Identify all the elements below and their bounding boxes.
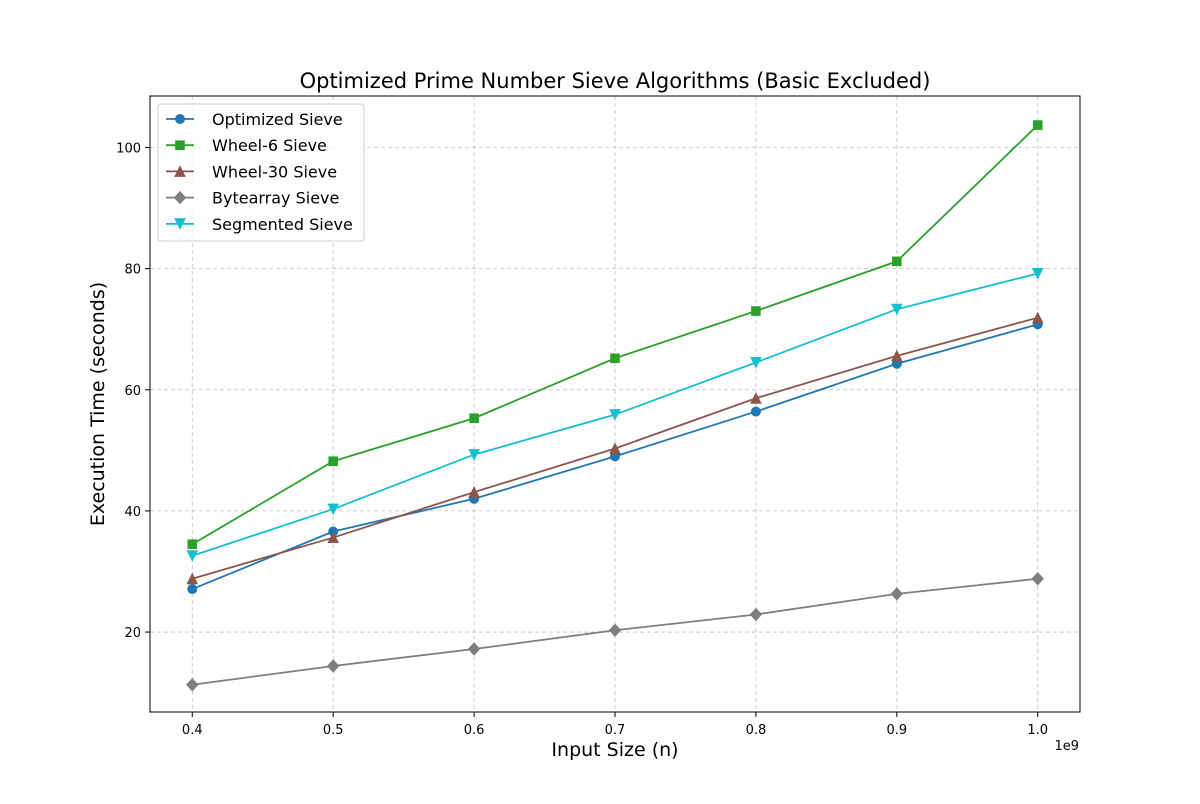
legend-label: Segmented Sieve (212, 215, 353, 234)
x-tick-label: 0.9 (886, 723, 907, 738)
data-point (749, 607, 763, 622)
data-point (327, 659, 340, 673)
data-point (1031, 572, 1044, 586)
legend: Optimized Sieve Wheel-6 Sieve Wheel-30 Sie… (157, 103, 365, 242)
series-group (186, 120, 1044, 692)
data-point (750, 392, 762, 404)
x-axis-label: Input Size (n) (551, 739, 678, 761)
data-point (467, 642, 481, 656)
data-point (609, 442, 621, 455)
legend-item: Wheel-30 Sieve (166, 162, 337, 181)
legend-label: Bytearray Sieve (212, 189, 339, 208)
y-tick-label: 20 (124, 626, 141, 641)
data-point (1031, 311, 1044, 324)
data-point (750, 406, 761, 417)
data-point (186, 572, 199, 585)
y-axis-label: Execution Time (seconds) (87, 282, 109, 526)
x-tick-label: 0.5 (323, 723, 344, 738)
series-bytearray-sieve (186, 572, 1044, 692)
x-tick-label: 0.6 (464, 723, 485, 738)
x-axis-offset-label: 1e9 (1054, 739, 1079, 754)
chart-title: Optimized Prime Number Sieve Algorithms … (300, 69, 931, 93)
legend-item: Bytearray Sieve (166, 189, 339, 208)
data-point (890, 587, 903, 601)
axis-ticks: 0.4 0.5 0.6 0.7 0.8 0.9 1.0 20 40 60 80 100 (116, 141, 1048, 738)
legend-marker (174, 218, 186, 230)
legend-box (157, 103, 365, 242)
y-tick-label: 60 (124, 384, 141, 399)
legend-marker (175, 140, 185, 150)
x-tick-label: 0.8 (746, 723, 767, 738)
data-point (750, 357, 762, 369)
data-point (186, 550, 199, 562)
data-point (751, 306, 761, 316)
data-point (328, 456, 338, 467)
data-point (187, 539, 198, 550)
data-point (327, 531, 339, 544)
data-point (1032, 120, 1043, 130)
y-tick-label: 40 (124, 505, 141, 520)
legend-item: Wheel-6 Sieve (166, 136, 327, 155)
x-tick-label: 1.0 (1027, 723, 1048, 738)
data-point (891, 303, 903, 316)
y-tick-label: 80 (124, 263, 141, 278)
legend-marker (174, 165, 186, 177)
legend-marker (175, 114, 185, 124)
data-point (187, 584, 198, 595)
data-point (892, 256, 902, 267)
data-point (610, 353, 620, 364)
series-wheel-6-sieve (187, 120, 1043, 550)
x-tick-label: 0.7 (605, 723, 626, 738)
data-point (608, 623, 622, 637)
legend-item: Optimized Sieve (166, 110, 343, 129)
legend-item: Segmented Sieve (166, 215, 353, 234)
data-point (609, 409, 621, 421)
legend-label: Wheel-6 Sieve (212, 136, 327, 155)
series-wheel-30-sieve (186, 311, 1044, 585)
legend-marker (173, 190, 187, 205)
data-point (469, 413, 479, 424)
data-point (186, 678, 199, 692)
y-tick-label: 100 (116, 141, 141, 156)
legend-label: Optimized Sieve (212, 110, 343, 129)
legend-label: Wheel-30 Sieve (212, 162, 337, 181)
data-point (1031, 267, 1044, 280)
x-tick-label: 0.4 (182, 723, 203, 738)
series-segmented-sieve (186, 267, 1044, 562)
data-point (891, 349, 903, 362)
data-point (468, 449, 480, 461)
data-point (327, 503, 339, 516)
data-point (468, 486, 480, 498)
